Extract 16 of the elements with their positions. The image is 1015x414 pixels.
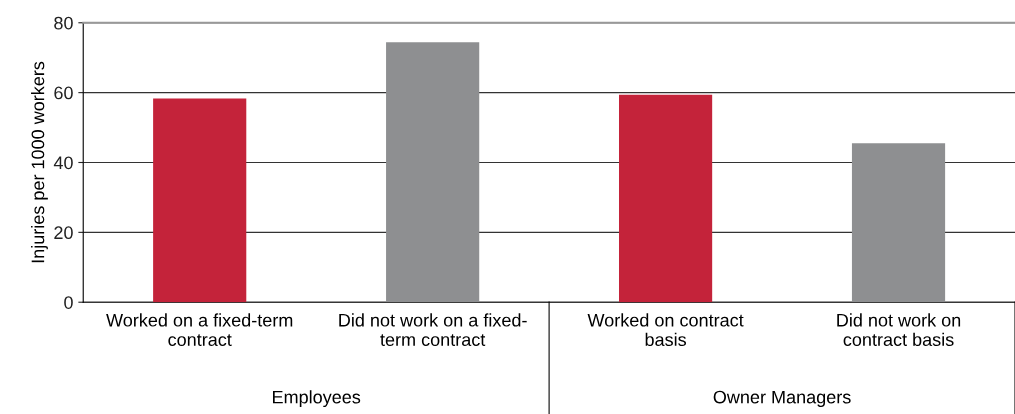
y-axis-title: Injuries per 1000 workers [31, 61, 48, 263]
y-tick-label: 80 [54, 16, 73, 30]
x-tick-label: Worked on contract basis [587, 313, 744, 347]
bar [619, 94, 713, 303]
x-tick-label: Did not work on contract basis [837, 313, 961, 347]
text: Owner Managers [713, 390, 851, 408]
x-tick-label: Did not work on a fixed- term contract [339, 313, 527, 347]
y-tick-label: 60 [54, 86, 73, 100]
bar [386, 42, 480, 303]
y-tick-label: 0 [64, 296, 73, 309]
bar [851, 143, 946, 303]
x-tick-label: Worked on a fixed-term contract [106, 313, 293, 347]
y-tick-label: 20 [54, 226, 73, 240]
text: Employees [273, 390, 361, 408]
y-tick-label: 40 [53, 156, 73, 170]
bar [153, 98, 247, 303]
